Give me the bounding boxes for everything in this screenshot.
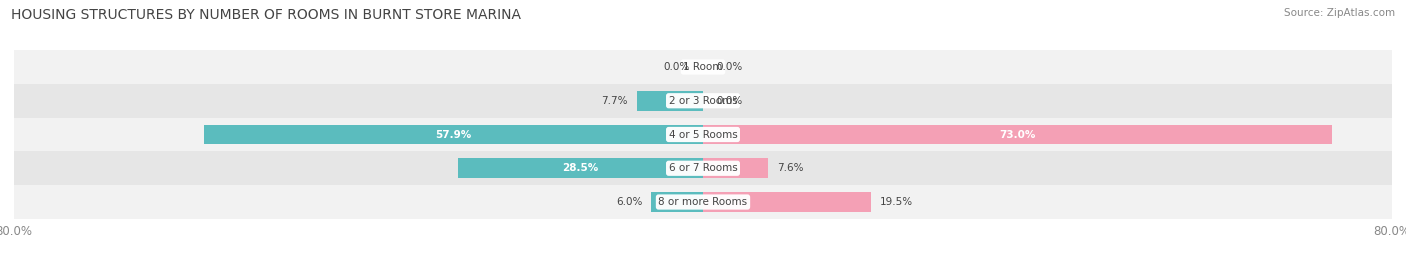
Bar: [14, 50, 1392, 84]
Text: 28.5%: 28.5%: [562, 163, 599, 173]
Text: 8 or more Rooms: 8 or more Rooms: [658, 197, 748, 207]
Text: 6.0%: 6.0%: [616, 197, 643, 207]
Text: 57.9%: 57.9%: [436, 129, 472, 140]
Bar: [14, 84, 1392, 118]
Bar: [204, 125, 703, 144]
Text: 2 or 3 Rooms: 2 or 3 Rooms: [669, 96, 737, 106]
Text: 0.0%: 0.0%: [664, 62, 690, 72]
Text: 73.0%: 73.0%: [1000, 129, 1035, 140]
Bar: [637, 91, 703, 111]
Bar: [14, 118, 1392, 151]
Text: 6 or 7 Rooms: 6 or 7 Rooms: [669, 163, 737, 173]
Text: 4 or 5 Rooms: 4 or 5 Rooms: [669, 129, 737, 140]
Text: 0.0%: 0.0%: [716, 96, 742, 106]
Text: 0.0%: 0.0%: [716, 62, 742, 72]
Bar: [457, 158, 703, 178]
Text: 7.7%: 7.7%: [602, 96, 628, 106]
Text: HOUSING STRUCTURES BY NUMBER OF ROOMS IN BURNT STORE MARINA: HOUSING STRUCTURES BY NUMBER OF ROOMS IN…: [11, 8, 522, 22]
Text: 7.6%: 7.6%: [778, 163, 804, 173]
Bar: [703, 158, 769, 178]
Text: 1 Room: 1 Room: [683, 62, 723, 72]
Bar: [14, 185, 1392, 219]
Bar: [703, 125, 1331, 144]
Bar: [703, 192, 870, 212]
Bar: [14, 151, 1392, 185]
Bar: [651, 192, 703, 212]
Text: Source: ZipAtlas.com: Source: ZipAtlas.com: [1284, 8, 1395, 18]
Text: 19.5%: 19.5%: [880, 197, 912, 207]
